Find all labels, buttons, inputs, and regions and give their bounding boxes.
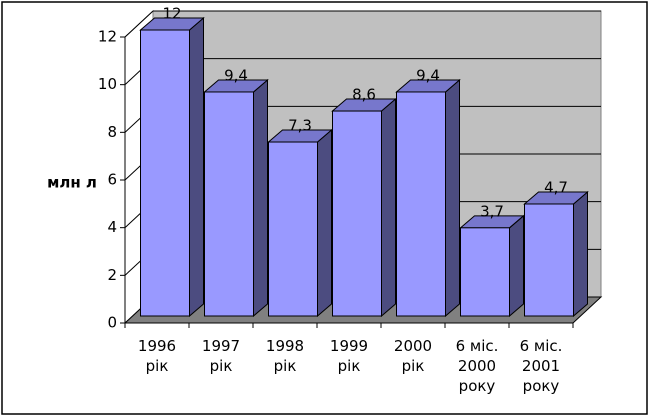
value-label: 9,4 — [224, 66, 248, 84]
value-label: 8,6 — [352, 86, 376, 104]
x-tick-label: 1997 рік — [201, 337, 241, 375]
value-label: 4,7 — [544, 178, 568, 196]
x-tick-label: 2000 рік — [393, 337, 433, 375]
x-tick-label: 6 міс. 2000 року — [455, 337, 499, 395]
y-tick-label: 10 — [98, 75, 117, 93]
y-axis-label: млн л — [47, 174, 97, 192]
y-tick-label: 2 — [107, 266, 117, 284]
bar-side — [445, 78, 460, 318]
x-tick-label: 1999 рік — [329, 337, 369, 375]
y-tick-label: 4 — [107, 218, 117, 236]
bar-side — [573, 190, 588, 318]
bar-side — [189, 16, 204, 318]
value-label: 12 — [162, 5, 181, 23]
value-label: 3,7 — [480, 202, 504, 220]
bar — [268, 141, 318, 317]
bar — [396, 91, 446, 317]
bar — [524, 203, 574, 317]
bar — [140, 29, 190, 317]
bar-side — [317, 128, 332, 318]
bar — [204, 91, 254, 317]
y-tick-label: 8 — [107, 123, 117, 141]
grid-line — [124, 10, 154, 38]
x-tick-label: 6 міс. 2001 року — [519, 337, 563, 395]
bar-side — [381, 97, 396, 318]
x-tick-label: 1996 рік — [137, 337, 177, 375]
bar — [460, 227, 510, 317]
y-tick-label: 0 — [107, 314, 117, 332]
bar-side — [253, 78, 268, 318]
y-tick-label: 6 — [107, 171, 117, 189]
value-label: 7,3 — [288, 117, 312, 135]
y-tick-label: 12 — [98, 28, 117, 46]
value-label: 9,4 — [416, 66, 440, 84]
x-tick-label: 1998 рік — [265, 337, 305, 375]
bar-side — [509, 214, 524, 318]
bar — [332, 110, 382, 317]
